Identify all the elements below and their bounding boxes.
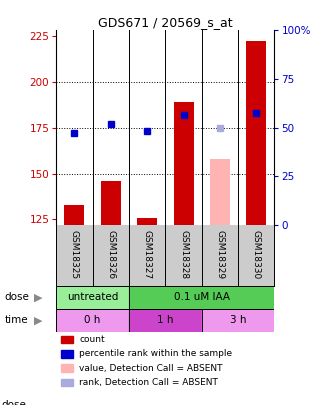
Bar bbox=[246, 41, 266, 225]
Bar bbox=[129, 309, 202, 332]
Text: count: count bbox=[79, 335, 105, 344]
Text: GSM18328: GSM18328 bbox=[179, 230, 188, 279]
Bar bbox=[202, 309, 274, 332]
Text: percentile rank within the sample: percentile rank within the sample bbox=[79, 350, 232, 358]
Text: 3 h: 3 h bbox=[230, 315, 246, 326]
Bar bbox=[61, 364, 73, 372]
Bar bbox=[61, 336, 73, 343]
Title: GDS671 / 20569_s_at: GDS671 / 20569_s_at bbox=[98, 16, 233, 29]
Text: dose: dose bbox=[2, 400, 26, 405]
Bar bbox=[173, 102, 194, 225]
Bar bbox=[61, 379, 73, 386]
Text: GSM18329: GSM18329 bbox=[215, 230, 224, 279]
Text: dose: dose bbox=[5, 292, 30, 303]
Bar bbox=[101, 181, 121, 225]
Text: GSM18327: GSM18327 bbox=[143, 230, 152, 279]
Text: ▶: ▶ bbox=[34, 315, 43, 326]
Text: GSM18330: GSM18330 bbox=[252, 230, 261, 279]
Bar bbox=[56, 286, 129, 309]
Text: value, Detection Call = ABSENT: value, Detection Call = ABSENT bbox=[79, 364, 222, 373]
Bar bbox=[56, 309, 129, 332]
Bar bbox=[137, 217, 157, 225]
Text: 0.1 uM IAA: 0.1 uM IAA bbox=[174, 292, 230, 303]
Text: ▶: ▶ bbox=[34, 292, 43, 303]
Text: GSM18325: GSM18325 bbox=[70, 230, 79, 279]
Bar bbox=[210, 159, 230, 225]
Text: time: time bbox=[5, 315, 29, 326]
Bar bbox=[129, 286, 274, 309]
Bar bbox=[61, 350, 73, 358]
Text: GSM18326: GSM18326 bbox=[106, 230, 115, 279]
Bar bbox=[64, 205, 84, 225]
Text: untreated: untreated bbox=[67, 292, 118, 303]
Text: 0 h: 0 h bbox=[84, 315, 101, 326]
Text: rank, Detection Call = ABSENT: rank, Detection Call = ABSENT bbox=[79, 378, 218, 387]
Text: 1 h: 1 h bbox=[157, 315, 174, 326]
